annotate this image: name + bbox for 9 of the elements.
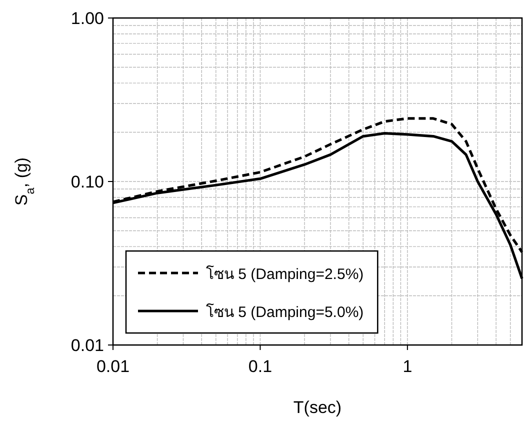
x-axis-title: T(sec) bbox=[293, 398, 342, 417]
y-tick-label: 0.10 bbox=[70, 172, 104, 192]
legend-label: โซน 5 (Damping=5.0%) bbox=[206, 303, 364, 321]
x-tick-label: 0.01 bbox=[96, 357, 130, 376]
x-tick-label: 1 bbox=[402, 357, 412, 376]
x-tick-label: 0.1 bbox=[248, 357, 272, 376]
y-tick-label: 0.01 bbox=[70, 336, 104, 355]
legend-label: โซน 5 (Damping=2.5%) bbox=[206, 265, 364, 283]
y-tick-label: 1.00 bbox=[70, 9, 104, 28]
